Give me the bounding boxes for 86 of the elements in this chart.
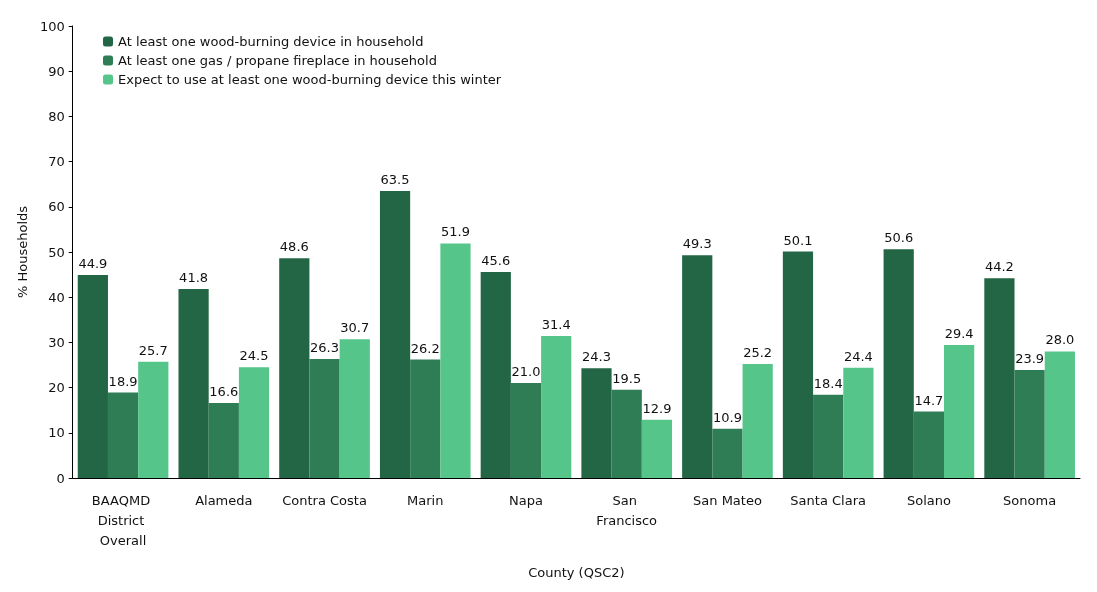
bar (581, 368, 612, 478)
x-tick-label: Napa (509, 492, 543, 508)
bar (641, 419, 673, 478)
data-label: 18.9 (108, 373, 138, 389)
data-label: 41.8 (179, 270, 209, 286)
y-tick-label: 80 (48, 108, 65, 124)
data-label: 16.6 (209, 383, 239, 399)
x-tick-label: San Mateo (693, 492, 762, 508)
bar (279, 258, 310, 478)
bar (843, 367, 874, 478)
data-label: 28.0 (1045, 332, 1075, 348)
data-label: 14.7 (914, 392, 944, 408)
data-label: 23.9 (1015, 350, 1045, 366)
bar (238, 367, 270, 478)
x-tick-label: Sonoma (1003, 492, 1057, 508)
x-tick-label: Marin (407, 492, 444, 508)
data-label: 31.4 (541, 317, 571, 333)
x-tick-label: Alameda (195, 492, 253, 508)
bar (541, 336, 572, 478)
data-label: 49.3 (682, 236, 712, 252)
data-label: 19.5 (612, 370, 642, 386)
data-label: 25.2 (743, 345, 773, 361)
y-tick-label: 60 (48, 199, 65, 215)
x-tick-label: Contra Costa (282, 492, 367, 508)
data-label: 63.5 (380, 171, 410, 187)
bar (178, 289, 209, 478)
data-label: 21.0 (511, 364, 541, 380)
y-tick-label: 70 (48, 154, 65, 170)
data-label: 25.7 (138, 342, 168, 358)
y-tick-label: 50 (48, 244, 65, 260)
bar (913, 411, 945, 478)
data-label: 45.6 (481, 252, 511, 268)
data-label: 18.4 (813, 375, 843, 391)
data-label: 44.2 (984, 259, 1014, 275)
data-label: 48.6 (279, 239, 309, 255)
bar (440, 243, 471, 478)
bar (138, 361, 169, 478)
x-tick-label: San Francisco (596, 492, 658, 528)
bar (309, 359, 340, 478)
bar (883, 249, 914, 478)
y-tick-label: 0 (56, 470, 65, 486)
data-label: 24.4 (843, 348, 873, 364)
bar (611, 389, 642, 478)
legend-label: Expect to use at least one wood-burning device this winter (118, 72, 502, 87)
bar (712, 428, 743, 478)
data-label: 30.7 (340, 320, 370, 336)
data-label: 51.9 (441, 224, 470, 240)
x-tick-label: BAAQMD District Overall (91, 492, 155, 548)
bar (379, 190, 411, 478)
data-label: 10.9 (712, 409, 742, 425)
bar (782, 251, 814, 478)
y-tick-label: 30 (48, 334, 65, 350)
data-label: 50.6 (884, 230, 914, 246)
data-label: 12.9 (642, 400, 672, 416)
x-axis-title: County (QSC2) (528, 565, 625, 580)
bar (682, 255, 713, 478)
bar (339, 339, 370, 478)
y-tick-label: 100 (39, 18, 65, 34)
bar (107, 392, 139, 478)
y-tick-label: 40 (48, 289, 65, 305)
bar (1044, 351, 1075, 478)
bar (742, 364, 773, 478)
bar (410, 359, 441, 478)
data-label: 29.4 (944, 326, 974, 342)
legend-label: At least one wood-burning device in household (118, 34, 424, 49)
bar (510, 383, 542, 478)
bar (208, 402, 239, 478)
bar (480, 271, 511, 478)
x-tick-label: Santa Clara (790, 492, 866, 508)
bar (77, 275, 108, 478)
bar (1014, 369, 1045, 478)
data-label: 26.2 (410, 340, 440, 356)
bar (984, 278, 1015, 478)
y-tick-label: 10 (48, 425, 65, 441)
x-tick-label: Solano (906, 492, 951, 508)
data-label: 24.5 (239, 348, 269, 364)
data-label: 44.9 (78, 256, 108, 272)
y-tick-label: 20 (48, 380, 65, 396)
legend-label: At least one gas / propane fireplace in household (118, 53, 437, 68)
bar (813, 394, 844, 478)
y-tick-label: 90 (48, 63, 65, 79)
bar (944, 345, 975, 478)
y-axis-title: % Households (15, 205, 30, 299)
data-label: 26.3 (310, 340, 340, 356)
data-label: 50.1 (783, 232, 813, 248)
data-label: 24.3 (582, 349, 611, 365)
